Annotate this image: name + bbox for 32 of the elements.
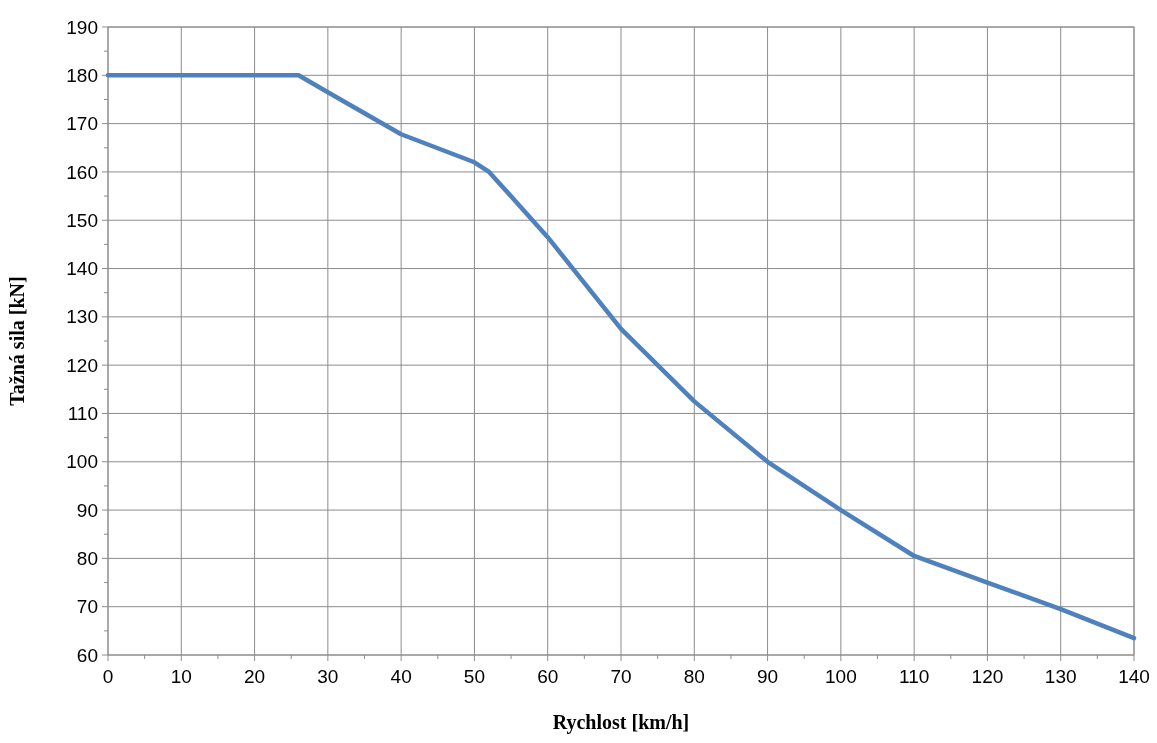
y-tick-label: 130 <box>66 306 98 328</box>
x-tick-label: 110 <box>898 666 930 687</box>
y-tick-label: 160 <box>66 161 98 183</box>
x-tick-label: 90 <box>757 666 779 687</box>
x-axis-title: Rychlost [km/h] <box>552 711 690 734</box>
x-tick-label: 10 <box>170 666 192 687</box>
x-tick-label: 100 <box>825 666 857 687</box>
y-tick-label: 70 <box>76 596 98 618</box>
x-tick-label: 40 <box>390 666 412 687</box>
y-tick-label: 110 <box>67 403 98 425</box>
y-tick-label: 60 <box>76 644 98 666</box>
x-tick-label: 70 <box>610 666 632 687</box>
y-tick-label: 190 <box>66 16 98 38</box>
y-tick-label: 120 <box>66 354 98 376</box>
x-tick-label: 60 <box>537 666 559 687</box>
y-tick-label: 80 <box>76 548 98 570</box>
x-tick-label: 30 <box>317 666 339 687</box>
x-tick-label: 140 <box>1118 666 1150 687</box>
x-tick-label: 80 <box>683 666 705 687</box>
x-tick-label: 130 <box>1044 666 1077 687</box>
x-tick-label: 20 <box>244 666 266 687</box>
y-axis-title: Tažná sila [kN] <box>6 276 28 406</box>
y-tick-label: 90 <box>76 499 98 521</box>
x-tick-label: 120 <box>971 666 1004 687</box>
y-tick-label: 100 <box>66 451 98 473</box>
x-tick-label: 0 <box>102 666 114 687</box>
y-tick-label: 150 <box>66 209 98 231</box>
line-series <box>105 73 1137 641</box>
y-tick-label: 140 <box>66 258 98 280</box>
y-tick-label: 180 <box>66 64 98 86</box>
y-tick-label: 170 <box>66 113 98 135</box>
x-tick-label: 50 <box>463 666 485 687</box>
